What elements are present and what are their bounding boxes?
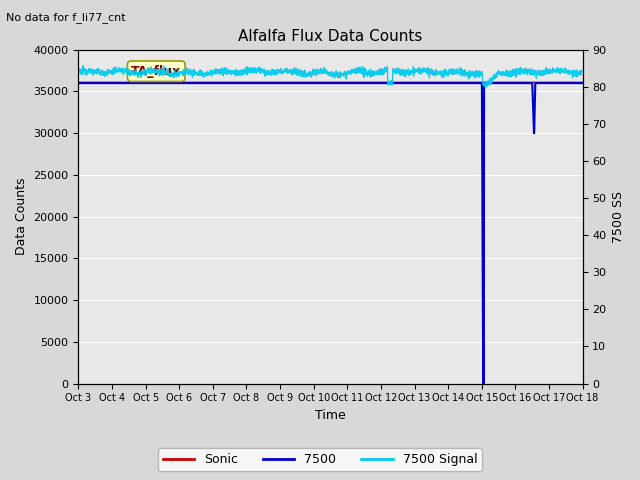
7500 Signal [361,72,369,78]
7500 Signal [79,63,87,69]
7500 [479,381,487,386]
Sonic [579,79,586,85]
Title: Alfalfa Flux Data Counts: Alfalfa Flux Data Counts [238,29,422,44]
7500 [360,80,368,86]
Sonic [125,79,132,85]
X-axis label: Time: Time [315,409,346,422]
Line: 7500: 7500 [79,83,582,384]
7500 [511,80,518,86]
Line: 7500 Signal: 7500 Signal [79,66,582,87]
7500 [234,80,241,86]
7500 [572,80,579,86]
7500 Signal [511,68,518,74]
Text: TA_flux: TA_flux [131,65,181,78]
Sonic [572,79,579,85]
Sonic [75,79,83,85]
Sonic [511,79,518,85]
Legend: Sonic, 7500, 7500 Signal: Sonic, 7500, 7500 Signal [158,448,482,471]
Y-axis label: 7500 SS: 7500 SS [612,191,625,242]
7500 Signal [125,72,133,77]
7500 [125,80,132,86]
7500 Signal [579,68,586,74]
7500 [75,80,83,86]
7500 Signal [483,79,490,85]
Sonic [482,79,490,85]
7500 [482,80,490,86]
7500 Signal [482,84,490,90]
Y-axis label: Data Counts: Data Counts [15,178,28,255]
7500 [579,80,586,86]
7500 Signal [572,71,580,77]
7500 Signal [234,69,242,74]
Text: No data for f_li77_cnt: No data for f_li77_cnt [6,12,126,23]
Sonic [234,79,241,85]
Sonic [360,79,368,85]
7500 Signal [75,70,83,75]
